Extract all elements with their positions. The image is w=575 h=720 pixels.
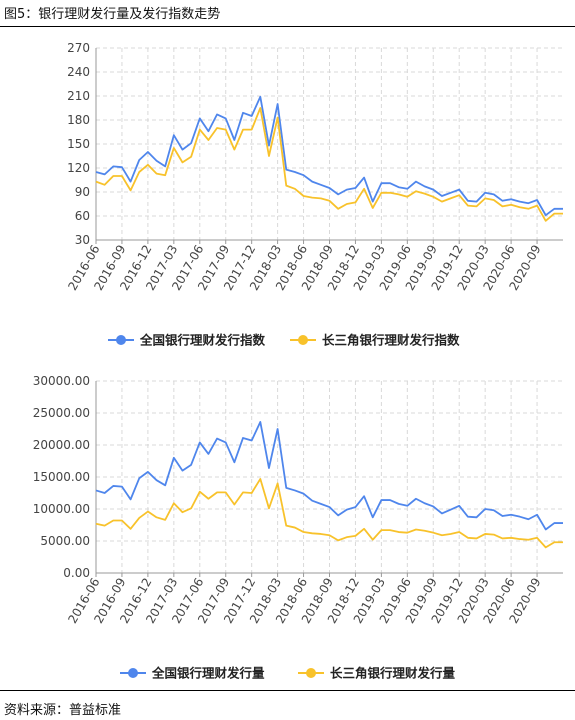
y-tick-label: 5000.00 — [40, 534, 90, 548]
legend-item-yrd: 长三角银行理财发行量 — [298, 666, 456, 681]
y-tick-label: 15000.00 — [33, 470, 90, 484]
series-line-national — [95, 421, 563, 531]
legend-label: 长三角银行理财发行量 — [330, 666, 456, 681]
y-tick-label: 150 — [67, 137, 90, 151]
figure-title: 图5：银行理财发行量及发行指数走势 — [4, 7, 221, 22]
legend-marker — [306, 668, 316, 678]
legend-label: 长三角银行理财发行指数 — [322, 333, 460, 348]
series-line-yrd — [95, 107, 563, 222]
legend-item-national: 全国银行理财发行指数 — [108, 333, 266, 348]
y-tick-label: 20000.00 — [33, 438, 90, 452]
legend-item-yrd: 长三角银行理财发行指数 — [290, 333, 460, 348]
series-line-national — [95, 95, 563, 217]
issuance-index-line-chart: 3060901201501802102402702016-062016-0920… — [65, 41, 563, 348]
y-tick-label: 0.00 — [63, 566, 90, 580]
y-tick-label: 10000.00 — [33, 502, 90, 516]
y-tick-label: 30000.00 — [33, 374, 90, 388]
y-tick-label: 30 — [75, 233, 90, 247]
y-tick-label: 270 — [67, 41, 90, 55]
legend-marker — [116, 335, 126, 345]
legend-label: 全国银行理财发行指数 — [139, 333, 266, 348]
bottom-rule — [0, 690, 575, 691]
top-rule — [0, 26, 575, 27]
series-line-yrd — [95, 478, 563, 549]
y-tick-label: 25000.00 — [33, 406, 90, 420]
legend-marker — [298, 335, 308, 345]
y-tick-label: 210 — [67, 89, 90, 103]
y-tick-label: 180 — [67, 113, 90, 127]
source-note: 资料来源：普益标准 — [4, 703, 122, 718]
legend-marker — [128, 668, 138, 678]
issuance-volume-line-chart: 0.00 5000.00 10000.00 15000.00 20000.00 25000… — [33, 374, 563, 681]
legend-label: 全国银行理财发行量 — [151, 666, 265, 681]
y-tick-label: 240 — [67, 65, 90, 79]
y-tick-label: 90 — [75, 185, 90, 199]
legend-item-national: 全国银行理财发行量 — [120, 666, 265, 681]
y-tick-label: 120 — [67, 161, 90, 175]
y-tick-label: 60 — [75, 209, 90, 223]
